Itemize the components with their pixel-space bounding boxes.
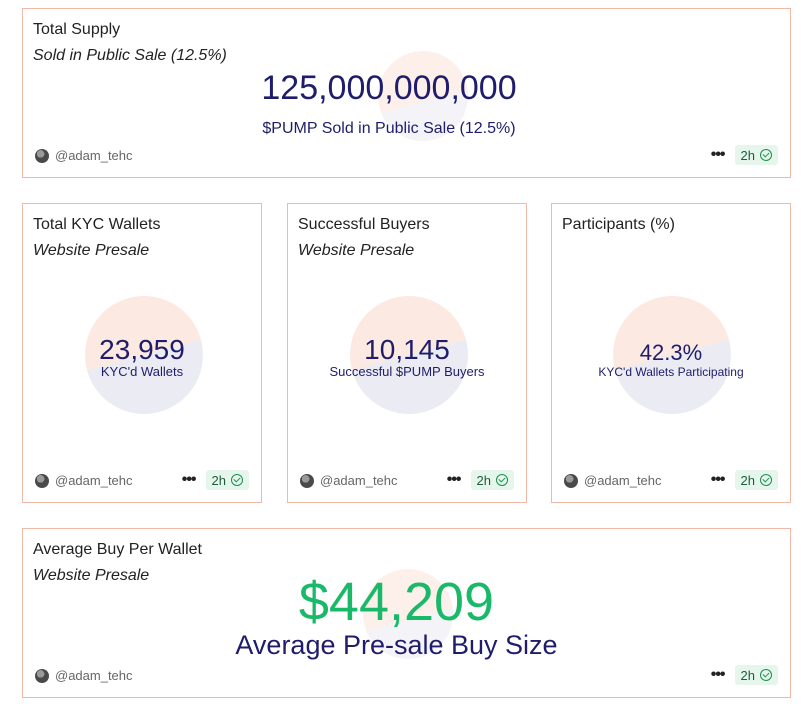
check-circle-icon	[496, 474, 508, 486]
author-handle: @adam_tehc	[584, 473, 662, 488]
status-badge: 2h	[470, 470, 514, 490]
check-circle-icon	[760, 149, 772, 161]
card-title: Successful Buyers	[298, 216, 430, 233]
successful-buyers-caption: Successful $PUMP Buyers	[329, 364, 485, 379]
card-subtitle: Sold in Public Sale (12.5%)	[33, 47, 227, 64]
check-circle-icon	[760, 474, 772, 486]
avg-buy-card: Average Buy Per Wallet Website Presale $…	[22, 528, 791, 698]
card-subtitle: Website Presale	[298, 242, 415, 259]
status-badge: 2h	[734, 145, 778, 165]
author[interactable]: @adam_tehc	[35, 473, 133, 488]
decorative-blob	[363, 569, 453, 659]
avatar	[35, 473, 49, 488]
card-title: Total Supply	[33, 21, 121, 38]
successful-buyers-card: Successful Buyers Website Presale 10,145…	[287, 203, 527, 503]
more-dots-icon[interactable]: •••	[710, 471, 726, 488]
card-footer-actions: ••• 2h	[447, 470, 514, 490]
age-label: 2h	[740, 667, 755, 683]
card-title: Total KYC Wallets	[33, 216, 161, 233]
check-circle-icon	[231, 474, 243, 486]
total-supply-value: 125,000,000,000	[261, 69, 517, 107]
more-dots-icon[interactable]: •••	[446, 471, 462, 488]
card-subtitle: Website Presale	[33, 242, 150, 259]
avatar	[35, 668, 49, 683]
decorative-blob	[85, 296, 203, 414]
kyc-wallets-caption: KYC'd Wallets	[100, 364, 184, 379]
author[interactable]: @adam_tehc	[300, 473, 398, 488]
total-supply-card: Total Supply Sold in Public Sale (12.5%)…	[22, 8, 791, 178]
participants-value: 42.3%	[639, 340, 703, 365]
age-label: 2h	[740, 147, 755, 163]
author[interactable]: @adam_tehc	[35, 148, 133, 163]
avatar	[35, 148, 49, 163]
card-title: Average Buy Per Wallet	[33, 541, 202, 558]
card-subtitle: Website Presale	[33, 567, 150, 584]
card-footer-actions: ••• 2h	[711, 665, 778, 685]
decorative-blob	[613, 296, 731, 414]
kyc-wallets-card: Total KYC Wallets Website Presale 23,959…	[22, 203, 262, 503]
check-circle-icon	[760, 669, 772, 681]
age-label: 2h	[476, 472, 491, 488]
more-dots-icon[interactable]: •••	[710, 146, 726, 163]
age-label: 2h	[740, 472, 755, 488]
avatar	[564, 473, 578, 488]
successful-buyers-value: 10,145	[364, 334, 450, 365]
age-label: 2h	[211, 472, 226, 488]
total-supply-caption: $PUMP Sold in Public Sale (12.5%)	[262, 120, 516, 137]
author-handle: @adam_tehc	[55, 473, 133, 488]
status-badge: 2h	[734, 470, 778, 490]
author-handle: @adam_tehc	[55, 668, 133, 683]
participants-caption: KYC'd Wallets Participating	[598, 365, 744, 379]
author[interactable]: @adam_tehc	[564, 473, 662, 488]
author-handle: @adam_tehc	[320, 473, 398, 488]
card-footer-actions: ••• 2h	[711, 470, 778, 490]
decorative-blob	[350, 296, 468, 414]
more-dots-icon[interactable]: •••	[710, 666, 726, 683]
participants-card: Participants (%) 42.3% KYC'd Wallets Par…	[551, 203, 791, 503]
card-footer-actions: ••• 2h	[182, 470, 249, 490]
more-dots-icon[interactable]: •••	[181, 471, 197, 488]
avg-buy-caption: Average Pre-sale Buy Size	[235, 630, 558, 660]
status-badge: 2h	[205, 470, 249, 490]
card-title: Participants (%)	[562, 216, 675, 233]
avatar	[300, 473, 314, 488]
card-footer-actions: ••• 2h	[711, 145, 778, 165]
author-handle: @adam_tehc	[55, 148, 133, 163]
kyc-wallets-value: 23,959	[99, 334, 185, 365]
decorative-blob	[378, 51, 468, 141]
status-badge: 2h	[734, 665, 778, 685]
author[interactable]: @adam_tehc	[35, 668, 133, 683]
avg-buy-value: $44,209	[298, 572, 495, 632]
